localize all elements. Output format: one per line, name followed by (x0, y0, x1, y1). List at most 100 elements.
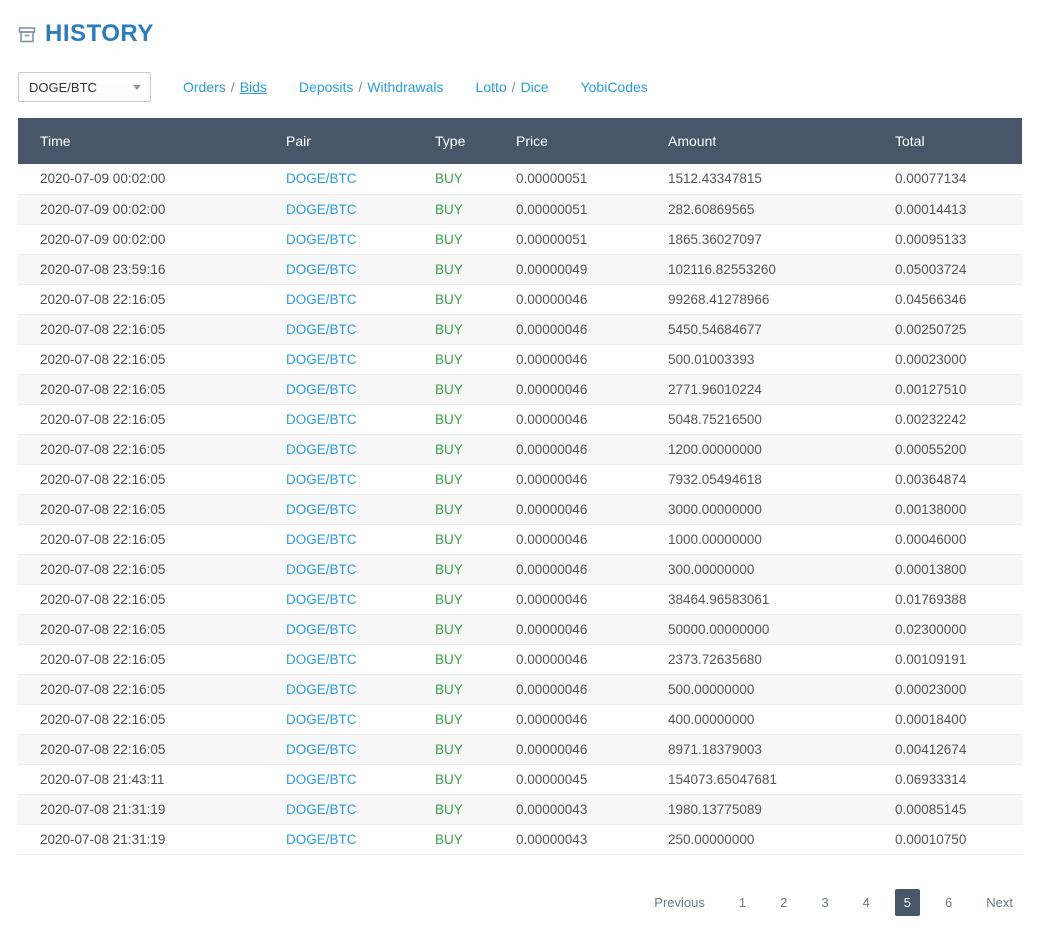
pair-select[interactable]: DOGE/BTC (18, 72, 151, 102)
cell-amount: 99268.41278966 (650, 284, 877, 315)
cell-price: 0.00000049 (498, 254, 650, 285)
pagination-page-6[interactable]: 6 (945, 894, 953, 910)
cell-price: 0.00000046 (498, 554, 650, 585)
cell-pair: DOGE/BTC (268, 734, 417, 765)
cell-type: BUY (417, 404, 498, 435)
column-header-amount: Amount (650, 118, 877, 164)
pair-link[interactable]: DOGE/BTC (286, 411, 357, 427)
table-row: 2020-07-08 22:16:05 DOGE/BTC BUY 0.00000046… (18, 704, 1022, 735)
pair-link[interactable]: DOGE/BTC (286, 201, 357, 217)
cell-type: BUY (417, 704, 498, 735)
cell-type: BUY (417, 374, 498, 405)
cell-amount: 1200.00000000 (650, 434, 877, 465)
pair-link[interactable]: DOGE/BTC (286, 741, 357, 757)
nav-group-deposits-withdrawals: Deposits / Withdrawals (299, 79, 444, 95)
cell-type: BUY (417, 284, 498, 315)
pagination-previous[interactable]: Previous (654, 894, 705, 910)
table-row: 2020-07-09 00:02:00 DOGE/BTC BUY 0.00000051… (18, 164, 1022, 195)
cell-price: 0.00000046 (498, 374, 650, 405)
cell-pair: DOGE/BTC (268, 344, 417, 375)
table-row: 2020-07-08 22:16:05 DOGE/BTC BUY 0.00000046… (18, 284, 1022, 315)
pair-link[interactable]: DOGE/BTC (286, 651, 357, 667)
nav-withdrawals[interactable]: Withdrawals (367, 79, 444, 95)
cell-price: 0.00000046 (498, 734, 650, 765)
cell-pair: DOGE/BTC (268, 194, 417, 225)
cell-type: BUY (417, 674, 498, 705)
nav-separator: / (358, 79, 363, 95)
cell-total: 0.00232242 (877, 404, 1022, 435)
pagination-page-2[interactable]: 2 (780, 894, 788, 910)
pair-link[interactable]: DOGE/BTC (286, 591, 357, 607)
pair-link[interactable]: DOGE/BTC (286, 771, 357, 787)
pair-link[interactable]: DOGE/BTC (286, 681, 357, 697)
cell-price: 0.00000046 (498, 434, 650, 465)
pair-link[interactable]: DOGE/BTC (286, 561, 357, 577)
cell-price: 0.00000043 (498, 794, 650, 825)
pair-link[interactable]: DOGE/BTC (286, 801, 357, 817)
cell-pair: DOGE/BTC (268, 554, 417, 585)
cell-pair: DOGE/BTC (268, 524, 417, 555)
table-row: 2020-07-08 22:16:05 DOGE/BTC BUY 0.00000046… (18, 554, 1022, 585)
cell-price: 0.00000046 (498, 344, 650, 375)
cell-type: BUY (417, 164, 498, 195)
table-row: 2020-07-09 00:02:00 DOGE/BTC BUY 0.00000051… (18, 194, 1022, 225)
table-row: 2020-07-08 22:16:05 DOGE/BTC BUY 0.00000046… (18, 674, 1022, 705)
pair-link[interactable]: DOGE/BTC (286, 621, 357, 637)
cell-price: 0.00000046 (498, 644, 650, 675)
cell-amount: 250.00000000 (650, 824, 877, 855)
nav-lotto[interactable]: Lotto (475, 79, 507, 95)
cell-pair: DOGE/BTC (268, 464, 417, 495)
cell-price: 0.00000051 (498, 194, 650, 225)
nav-orders[interactable]: Orders (183, 79, 226, 95)
cell-amount: 3000.00000000 (650, 494, 877, 525)
pair-link[interactable]: DOGE/BTC (286, 441, 357, 457)
cell-pair: DOGE/BTC (268, 674, 417, 705)
cell-time: 2020-07-08 22:16:05 (18, 494, 268, 525)
pair-link[interactable]: DOGE/BTC (286, 711, 357, 727)
pagination-page-3[interactable]: 3 (821, 894, 829, 910)
table-row: 2020-07-08 21:31:19 DOGE/BTC BUY 0.00000043… (18, 794, 1022, 825)
cell-type: BUY (417, 794, 498, 825)
page-header: HISTORY (18, 20, 1022, 48)
pair-link[interactable]: DOGE/BTC (286, 501, 357, 517)
nav-deposits[interactable]: Deposits (298, 79, 354, 95)
cell-total: 0.00109191 (877, 644, 1022, 675)
pagination-next[interactable]: Next (986, 894, 1013, 910)
table-row: 2020-07-08 22:16:05 DOGE/BTC BUY 0.00000046… (18, 494, 1022, 525)
table-row: 2020-07-08 22:16:05 DOGE/BTC BUY 0.00000046… (18, 614, 1022, 645)
cell-time: 2020-07-08 22:16:05 (18, 404, 268, 435)
pair-link[interactable]: DOGE/BTC (286, 531, 357, 547)
cell-type: BUY (417, 434, 498, 465)
pagination-page-5[interactable]: 5 (894, 888, 921, 916)
pair-link[interactable]: DOGE/BTC (286, 231, 357, 247)
nav-bids[interactable]: Bids (239, 79, 267, 95)
cell-price: 0.00000046 (498, 464, 650, 495)
table-row: 2020-07-08 21:43:11 DOGE/BTC BUY 0.00000045… (18, 764, 1022, 795)
cell-price: 0.00000046 (498, 674, 650, 705)
cell-pair: DOGE/BTC (268, 434, 417, 465)
history-table: Time Pair Type Price Amount Total 2020-0… (18, 118, 1022, 855)
pair-link[interactable]: DOGE/BTC (286, 321, 357, 337)
pair-link[interactable]: DOGE/BTC (286, 351, 357, 367)
nav-dice[interactable]: Dice (520, 79, 549, 95)
cell-amount: 38464.96583061 (650, 584, 877, 615)
table-row: 2020-07-08 22:16:05 DOGE/BTC BUY 0.00000046… (18, 404, 1022, 435)
cell-pair: DOGE/BTC (268, 764, 417, 795)
cell-total: 0.00046000 (877, 524, 1022, 555)
cell-pair: DOGE/BTC (268, 254, 417, 285)
pair-link[interactable]: DOGE/BTC (286, 171, 357, 187)
pair-link[interactable]: DOGE/BTC (286, 471, 357, 487)
pair-link[interactable]: DOGE/BTC (286, 291, 357, 307)
pair-link[interactable]: DOGE/BTC (286, 261, 357, 277)
nav-yobicodes[interactable]: YobiCodes (580, 79, 648, 95)
pagination-page-4[interactable]: 4 (862, 894, 870, 910)
cell-amount: 1000.00000000 (650, 524, 877, 555)
pagination-page-1[interactable]: 1 (738, 894, 747, 910)
cell-time: 2020-07-08 22:16:05 (18, 584, 268, 615)
pair-link[interactable]: DOGE/BTC (286, 381, 357, 397)
pair-link[interactable]: DOGE/BTC (286, 831, 357, 847)
cell-time: 2020-07-08 22:16:05 (18, 644, 268, 675)
table-header: Time Pair Type Price Amount Total (18, 118, 1022, 164)
cell-time: 2020-07-08 22:16:05 (18, 524, 268, 555)
cell-time: 2020-07-08 22:16:05 (18, 344, 268, 375)
